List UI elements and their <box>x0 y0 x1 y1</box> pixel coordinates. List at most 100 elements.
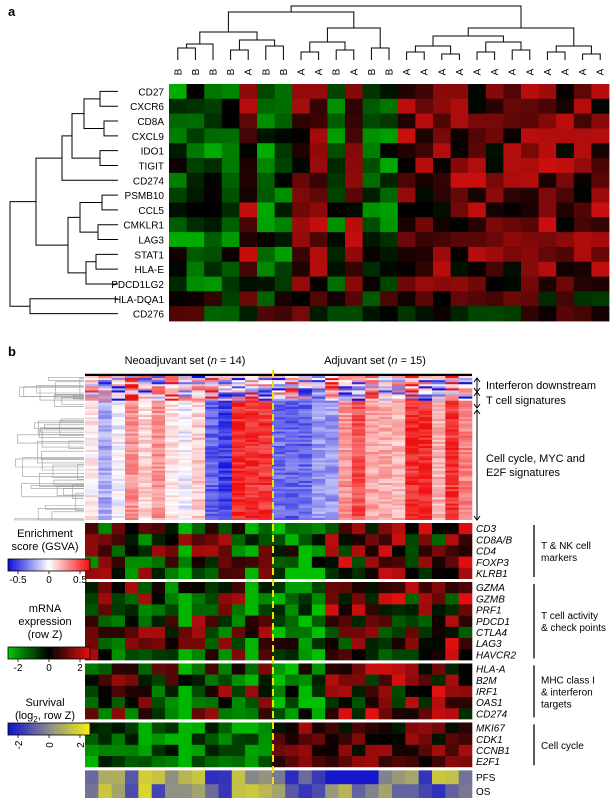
gsva-cell <box>151 437 166 441</box>
gsva-cell <box>125 431 139 434</box>
gene-cell <box>111 604 126 616</box>
gsva-cell <box>205 384 219 387</box>
gsva-cell <box>218 515 233 519</box>
survival-cell <box>245 770 259 785</box>
gsva-cell <box>191 437 206 441</box>
gene-cell <box>378 534 393 546</box>
gsva-cell <box>378 452 393 455</box>
gsva-cell <box>405 423 419 426</box>
gsva-cell <box>178 485 193 488</box>
gsva-cell <box>271 495 286 498</box>
gsva-cell <box>365 456 379 459</box>
gsva-cell <box>218 421 233 424</box>
gsva-cell <box>138 515 153 519</box>
gsva-cell <box>98 421 112 424</box>
heat-cell <box>468 217 487 233</box>
heat-cell <box>415 232 434 248</box>
gsva-cell <box>151 406 166 410</box>
gene-cell <box>125 534 139 546</box>
gsva-cell <box>125 427 139 430</box>
heat-cell <box>221 306 240 322</box>
gsva-cell <box>418 450 433 453</box>
heat-cell <box>362 261 381 277</box>
gsva-cell <box>351 511 366 515</box>
legend-swatch <box>81 559 85 571</box>
gsva-cell <box>391 425 406 428</box>
gsva-cell <box>391 450 406 453</box>
gsva-cell <box>351 456 366 459</box>
gsva-cell <box>298 505 313 508</box>
gene-cell <box>365 626 379 639</box>
heat-cell <box>538 291 557 307</box>
gsva-cell <box>365 499 379 502</box>
gsva-cell <box>338 495 353 498</box>
gsva-cell <box>351 462 366 465</box>
gene-cell <box>378 593 393 605</box>
gsva-cell <box>231 468 246 471</box>
gsva-cell <box>365 441 379 445</box>
gsva-cell <box>85 448 99 451</box>
gsva-cell <box>445 458 459 461</box>
gsva-cell <box>191 398 206 401</box>
gsva-cell <box>98 439 112 443</box>
legend-swatch <box>26 723 29 735</box>
gene-cell <box>311 604 326 616</box>
gsva-cell <box>405 511 419 515</box>
gsva-cell <box>285 495 299 498</box>
gene-cell <box>191 567 206 580</box>
heat-cell <box>186 98 205 115</box>
gene-cell <box>338 556 353 569</box>
gsva-cell <box>125 466 139 469</box>
heat-cell <box>309 217 328 233</box>
gsva-cell <box>285 378 299 381</box>
gsva-cell <box>138 466 153 469</box>
gsva-cell <box>178 388 193 391</box>
gsva-cell <box>325 390 339 393</box>
survival-cell <box>351 784 366 798</box>
legend-swatch <box>51 559 54 571</box>
gsva-cell <box>138 394 153 397</box>
gsva-cell <box>178 509 193 513</box>
gsva-cell <box>405 507 419 511</box>
gsva-cell <box>165 489 179 492</box>
gene-cell <box>365 722 379 734</box>
gene-cell <box>431 567 446 580</box>
gene-cell <box>191 556 206 569</box>
gsva-cell <box>111 400 126 404</box>
gene-cell <box>405 556 419 569</box>
gsva-cell <box>418 431 433 434</box>
gene-cell <box>191 756 206 768</box>
heat-cell <box>221 143 240 159</box>
gsva-cell <box>85 408 99 412</box>
gene-cell <box>178 697 193 709</box>
heat-cell <box>573 217 592 233</box>
gsva-cell <box>231 433 246 436</box>
gsva-cell <box>165 466 179 469</box>
heat-cell <box>573 261 592 277</box>
gsva-cell <box>85 406 99 410</box>
gsva-cell <box>405 437 419 441</box>
heat-cell <box>380 246 399 263</box>
heat-cell <box>221 246 240 263</box>
gsva-cell <box>138 507 153 511</box>
column-label: A <box>508 68 519 75</box>
gsva-cell <box>138 505 153 508</box>
survival-cell <box>165 784 179 798</box>
gsva-cell <box>405 445 419 449</box>
gsva-cell <box>351 419 366 422</box>
gene-cell <box>338 615 353 628</box>
gsva-cell <box>138 480 153 484</box>
gene-cell <box>458 626 473 639</box>
gsva-cell <box>271 515 286 519</box>
gene-cell <box>338 582 353 594</box>
gsva-cell <box>178 423 193 426</box>
gsva-cell <box>391 433 406 436</box>
gene-cell <box>285 604 299 616</box>
gsva-cell <box>298 419 313 422</box>
gsva-cell <box>178 437 193 441</box>
gsva-cell <box>285 501 299 504</box>
gsva-cell <box>285 388 299 391</box>
gsva-cell <box>111 425 126 428</box>
heat-cell <box>503 128 522 144</box>
gsva-cell <box>271 392 286 395</box>
